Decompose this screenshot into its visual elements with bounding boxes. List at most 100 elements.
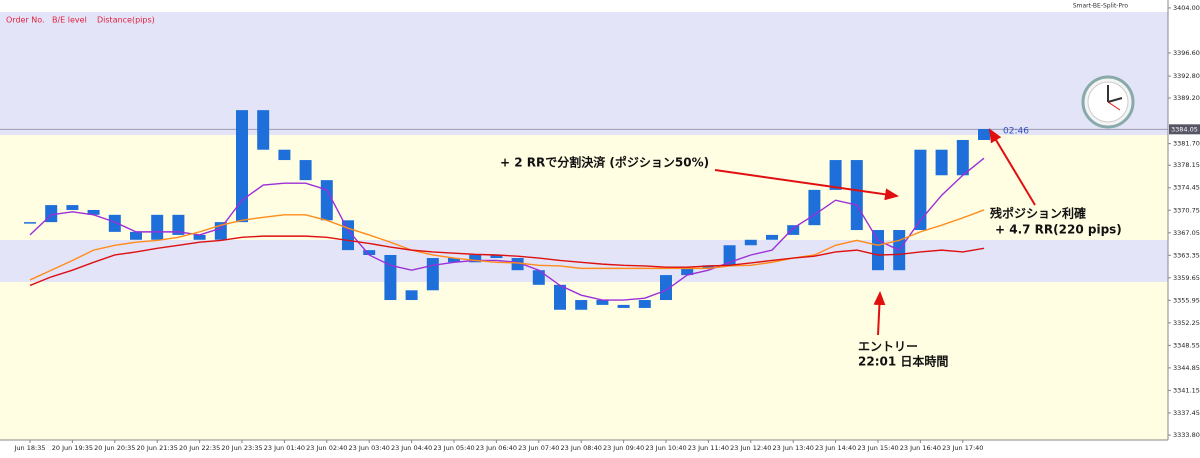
y-tick-label: 3341.15: [1173, 386, 1200, 394]
candle: [744, 239, 757, 246]
x-tick-label: 23 Jun 16:40: [900, 444, 941, 452]
y-tick-label: 3389.20: [1173, 94, 1200, 102]
x-tick-label: 20 Jun 20:35: [94, 444, 135, 452]
moving-average: [29, 157, 985, 301]
candle: [87, 209, 100, 215]
top-strip: [0, 0, 1168, 12]
candle: [787, 225, 800, 235]
x-tick-label: 20 Jun 19:35: [52, 444, 93, 452]
x-tick-label: 23 Jun 04:40: [391, 444, 432, 452]
x-tick-label: 23 Jun 13:40: [773, 444, 814, 452]
y-tick-label: 3378.15: [1173, 161, 1200, 169]
candle: [617, 304, 630, 308]
candle: [575, 300, 588, 310]
x-tick-label: 23 Jun 03:40: [349, 444, 390, 452]
candle: [151, 214, 164, 240]
candle: [829, 160, 842, 190]
candle: [426, 258, 439, 291]
annotation: エントリー: [858, 340, 918, 354]
y-tick-label: 3344.85: [1173, 364, 1200, 372]
y-tick-label: 3367.05: [1173, 229, 1200, 237]
annotation: + 2 RRで分割決済 (ポジション50%): [500, 155, 709, 170]
candle: [978, 129, 990, 140]
x-tick-label: 23 Jun 05:40: [433, 444, 474, 452]
candle: [872, 230, 884, 271]
x-tick-label: 23 Jun 08:40: [561, 444, 602, 452]
candle: [554, 284, 566, 310]
x-tick-label: 23 Jun 17:40: [942, 444, 983, 452]
candle: [935, 149, 948, 176]
x-tick-label: 23 Jun 12:40: [730, 444, 771, 452]
candle: [532, 270, 545, 285]
x-tick-label: 23 Jun 01:40: [264, 444, 305, 452]
y-tick-label: 3333.80: [1173, 431, 1200, 439]
x-tick-label: 23 Jun 06:40: [476, 444, 517, 452]
x-tick-label: 23 Jun 14:40: [815, 444, 856, 452]
moving-average: [29, 209, 985, 281]
candle: [850, 160, 863, 231]
candle: [638, 300, 651, 308]
price-tag-label: 3384.05: [1171, 125, 1198, 133]
arrow: [988, 128, 1036, 206]
zone: [0, 240, 1168, 282]
arrow: [873, 291, 886, 336]
y-tick-label: 3348.55: [1173, 341, 1200, 349]
candle: [490, 254, 503, 259]
moving-average: [29, 235, 985, 287]
x-tick-label: 20 Jun 21:35: [137, 444, 178, 452]
candle: [108, 214, 121, 232]
candle: [193, 234, 206, 240]
candle: [914, 149, 927, 231]
candle: [766, 234, 778, 240]
candle: [723, 245, 736, 266]
candle: [320, 180, 333, 221]
candle: [511, 258, 524, 271]
candle: [299, 160, 312, 181]
y-tick-label: 3396.60: [1173, 49, 1200, 57]
y-tick-label: 3363.35: [1173, 251, 1200, 259]
y-tick-label: 3337.45: [1173, 409, 1200, 417]
column-label: Order No.: [6, 16, 45, 25]
indicator-name: Smart-BE-Split-Pro: [1073, 3, 1128, 10]
annotation: 22:01 日本時間: [858, 354, 948, 369]
x-tick-label: 23 Jun 10:40: [645, 444, 686, 452]
annotation: + 4.7 RR(220 pips): [995, 223, 1122, 237]
candle: [130, 231, 142, 240]
annotation: 残ポジション利確: [990, 206, 1086, 221]
candle: [405, 290, 418, 301]
y-tick-label: 3381.70: [1173, 140, 1200, 148]
candle: [278, 149, 291, 161]
y-tick-label: 3404.00: [1173, 4, 1200, 12]
candle: [808, 189, 821, 226]
y-tick-label: 3392.80: [1173, 72, 1200, 80]
candle: [66, 205, 79, 210]
candle: [384, 254, 397, 301]
y-tick-label: 3359.65: [1173, 274, 1200, 282]
x-tick-label: 20 Jun 23:35: [221, 444, 262, 452]
x-tick-label: 23 Jun 09:40: [603, 444, 644, 452]
candle: [236, 110, 248, 223]
candle: [363, 250, 376, 255]
arrow: [714, 169, 899, 201]
clock: [1081, 75, 1135, 129]
zone: [0, 12, 1168, 135]
x-tick-label: 20 Jun 22:35: [179, 444, 220, 452]
x-tick-label: 23 Jun 15:40: [857, 444, 898, 452]
candle: [448, 258, 460, 263]
x-tick-label: 23 Jun 11:40: [688, 444, 729, 452]
candle: [660, 275, 672, 301]
y-tick-label: 3352.25: [1173, 319, 1200, 327]
timer: 02:46: [1003, 127, 1029, 137]
candle: [469, 254, 482, 263]
candle: [956, 139, 969, 176]
price-tag: [1169, 124, 1200, 135]
x-tick-label: 23 Jun 02:40: [306, 444, 347, 452]
y-tick-label: 3355.95: [1173, 296, 1200, 304]
y-tick-label: 3370.75: [1173, 206, 1200, 214]
candle: [596, 300, 609, 305]
x-tick-label: Jun 18:35: [14, 444, 46, 452]
x-tick-label: 23 Jun 07:40: [518, 444, 559, 452]
candle: [172, 214, 185, 235]
candle: [681, 267, 694, 276]
column-label: B/E level: [52, 16, 87, 25]
